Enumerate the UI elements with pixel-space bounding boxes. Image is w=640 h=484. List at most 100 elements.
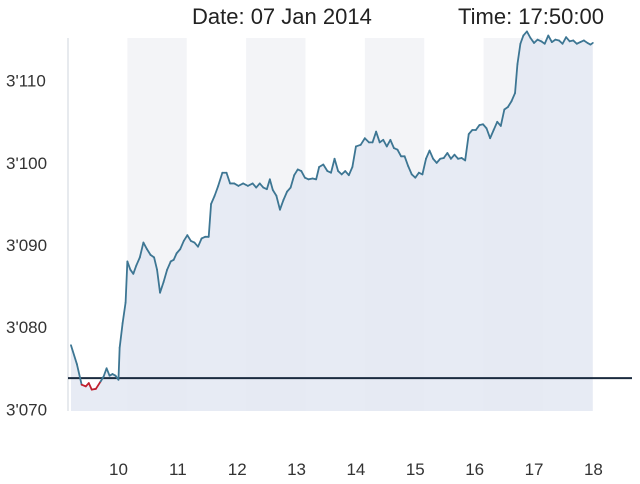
data-point-35 [183, 240, 184, 241]
data-point-121 [497, 121, 498, 122]
line-segment-130 [526, 30, 532, 39]
data-point-112 [465, 160, 466, 161]
line-segment-55 [258, 182, 265, 189]
line-segment-62 [282, 190, 288, 201]
data-point-27 [156, 269, 157, 270]
y-tick-label-3090: 3'090 [6, 236, 47, 255]
line-segment-128 [519, 34, 525, 45]
line-segment-91 [389, 138, 395, 149]
line-segment-107 [446, 152, 452, 160]
date-label: Date: 07 Jan 2014 [192, 4, 372, 29]
x-tick-label-18: 18 [584, 460, 603, 479]
chart-header: Date: 07 Jan 2014 Time: 17:50:00 [0, 4, 640, 34]
data-point-5 [88, 382, 89, 383]
line-segment-96 [407, 165, 413, 176]
line-segment-71 [315, 166, 321, 181]
data-point-149 [592, 42, 593, 43]
line-segment-135 [543, 34, 550, 45]
line-segment-57 [265, 178, 271, 191]
data-point-2 [76, 364, 77, 365]
data-point-39 [197, 246, 198, 247]
line-segment-93 [396, 148, 402, 158]
line-segment-5 [87, 382, 93, 391]
data-point-29 [163, 281, 164, 282]
data-point-75 [330, 172, 331, 173]
data-point-131 [530, 37, 531, 38]
line-segment-16 [121, 301, 127, 324]
line-segment-42 [207, 203, 212, 238]
line-segment-47 [225, 171, 231, 185]
data-point-104 [436, 162, 437, 163]
line-segment-65 [293, 168, 299, 177]
line-segment-24 [146, 248, 152, 256]
data-point-41 [205, 236, 206, 237]
data-point-31 [170, 261, 171, 262]
line-segment-26 [153, 256, 158, 271]
data-point-33 [176, 253, 177, 254]
line-segment-101 [425, 149, 431, 160]
data-point-50 [238, 185, 239, 186]
data-point-105 [440, 158, 441, 159]
line-segment-15 [118, 322, 124, 349]
data-point-20 [133, 273, 134, 274]
data-point-110 [457, 158, 458, 159]
data-point-58 [269, 179, 270, 180]
time-label: Time: 17:50:00 [458, 4, 604, 29]
x-tick-label-12: 12 [228, 460, 247, 479]
line-segment-125 [510, 92, 516, 103]
line-segment-124 [507, 100, 513, 108]
line-segment-73 [322, 163, 329, 172]
line-segment-122 [499, 108, 506, 127]
data-point-13 [115, 375, 116, 376]
line-segment-61 [279, 198, 285, 211]
area-fill [71, 31, 593, 412]
line-segment-90 [385, 138, 392, 148]
data-point-147 [587, 42, 588, 43]
data-point-89 [383, 139, 384, 140]
data-point-55 [259, 183, 260, 184]
data-point-9 [103, 376, 104, 377]
line-segment-14 [117, 346, 121, 381]
line-segment-9 [102, 367, 108, 378]
data-point-53 [252, 183, 253, 184]
line-segment-29 [162, 268, 169, 283]
line-segment-64 [289, 174, 296, 189]
line-segment-127 [516, 42, 522, 66]
line-segment-102 [428, 149, 435, 160]
line-segment-113 [467, 129, 474, 136]
data-point-18 [127, 261, 128, 262]
data-point-79 [345, 170, 346, 171]
line-segment-10 [105, 367, 111, 377]
line-segment-58 [268, 178, 274, 191]
line-segment-67 [300, 170, 306, 179]
data-point-49 [234, 183, 235, 184]
data-point-137 [551, 42, 552, 43]
data-point-62 [283, 199, 284, 200]
data-point-42 [208, 236, 209, 237]
data-point-19 [130, 269, 131, 270]
data-point-26 [153, 257, 154, 258]
line-segment-7 [95, 380, 102, 390]
line-segment-104 [435, 157, 442, 164]
line-segment-34 [179, 240, 185, 251]
line-segment-117 [482, 123, 488, 130]
data-point-92 [393, 147, 394, 148]
data-point-47 [226, 172, 227, 173]
line-segment-148 [589, 42, 594, 46]
data-point-86 [372, 142, 373, 143]
data-point-51 [243, 183, 244, 184]
data-point-37 [190, 240, 191, 241]
data-point-129 [523, 35, 524, 36]
data-point-74 [327, 170, 328, 171]
data-point-91 [390, 139, 391, 140]
data-point-135 [544, 43, 545, 44]
line-segment-39 [197, 237, 203, 248]
data-point-10 [106, 368, 107, 369]
data-point-21 [136, 265, 137, 266]
data-point-123 [504, 109, 505, 110]
data-point-113 [468, 134, 469, 135]
data-point-111 [461, 157, 462, 158]
line-segment-27 [156, 268, 161, 294]
data-point-136 [548, 35, 549, 36]
data-point-67 [301, 170, 302, 171]
